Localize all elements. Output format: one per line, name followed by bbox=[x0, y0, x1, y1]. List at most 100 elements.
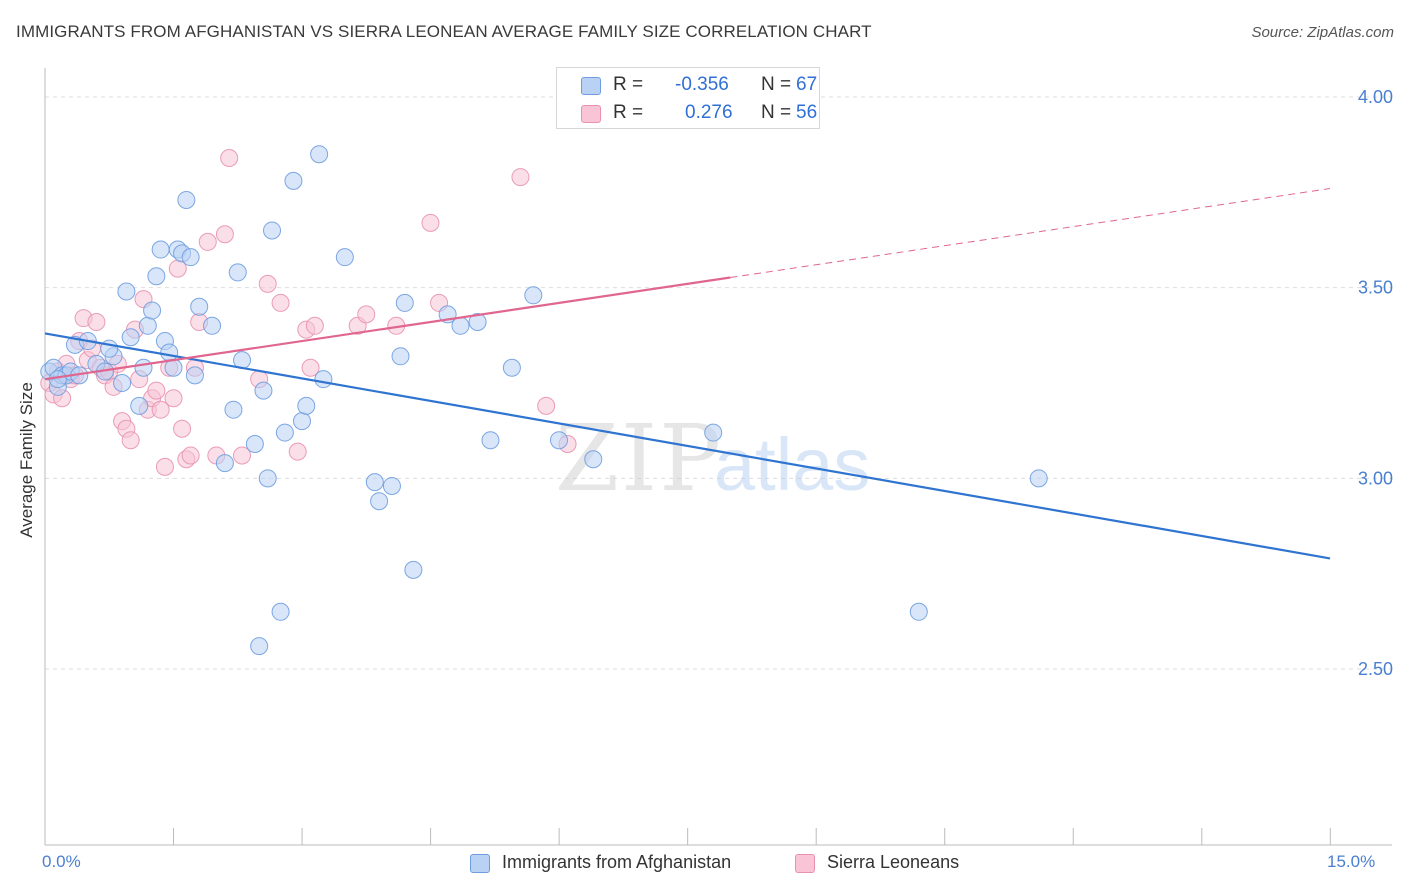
data-point bbox=[151, 400, 170, 419]
data-point bbox=[511, 168, 530, 187]
data-point bbox=[250, 637, 269, 656]
y-tick-label: 3.00 bbox=[1358, 468, 1393, 488]
data-point bbox=[909, 602, 928, 621]
legend-swatch-pink bbox=[795, 854, 815, 873]
watermark-zip: ZIP bbox=[555, 405, 723, 512]
x-tick-label-max: 15.0% bbox=[1327, 852, 1376, 871]
data-point bbox=[382, 476, 401, 495]
data-point bbox=[537, 396, 556, 415]
data-point bbox=[143, 301, 162, 320]
y-tick-label: 4.00 bbox=[1358, 87, 1393, 107]
data-point bbox=[314, 370, 333, 389]
data-point bbox=[147, 267, 166, 286]
data-point bbox=[155, 457, 174, 476]
legend-swatch-blue bbox=[581, 77, 601, 95]
data-point bbox=[284, 171, 303, 190]
grid-lines bbox=[45, 96, 1392, 670]
legend-r-label: R = bbox=[613, 74, 644, 95]
data-point bbox=[134, 358, 153, 377]
data-point bbox=[550, 431, 568, 450]
x-tick-label-min: 0.0% bbox=[42, 852, 81, 871]
axes bbox=[44, 68, 1392, 846]
data-point bbox=[228, 263, 247, 282]
afghanistan-trend-line bbox=[44, 332, 1331, 560]
data-point bbox=[224, 400, 243, 419]
source-credit: Source: ZipAtlas.com bbox=[1251, 24, 1394, 41]
data-point bbox=[365, 473, 384, 492]
sierra-leoneans-trend-extension bbox=[730, 188, 1331, 278]
data-point bbox=[147, 381, 166, 400]
data-point bbox=[370, 492, 389, 511]
data-point bbox=[293, 412, 311, 431]
data-point bbox=[113, 374, 132, 392]
watermark: ZIP atlas bbox=[555, 405, 870, 512]
data-point bbox=[297, 396, 316, 415]
data-point bbox=[1029, 469, 1048, 488]
data-point bbox=[301, 358, 320, 377]
data-point bbox=[258, 274, 277, 293]
data-point bbox=[468, 312, 487, 331]
data-point bbox=[305, 316, 324, 335]
legend-item-label: Immigrants from Afghanistan bbox=[502, 852, 732, 872]
legend-swatch-pink bbox=[581, 105, 601, 123]
y-tick-label: 3.50 bbox=[1358, 278, 1393, 298]
data-point bbox=[181, 248, 200, 267]
data-point bbox=[151, 240, 170, 259]
legend-n-label: N = bbox=[761, 74, 792, 95]
data-point bbox=[254, 381, 273, 400]
data-point bbox=[87, 312, 106, 331]
data-point bbox=[121, 328, 140, 347]
data-point bbox=[288, 442, 307, 461]
sierra-leoneans-trend-line bbox=[44, 276, 731, 381]
data-point bbox=[524, 286, 543, 305]
data-point bbox=[584, 450, 603, 469]
data-point bbox=[271, 293, 290, 312]
data-point bbox=[190, 297, 209, 316]
data-point bbox=[130, 396, 149, 415]
data-point bbox=[181, 446, 200, 465]
chart-title: IMMIGRANTS FROM AFGHANISTAN VS SIERRA LE… bbox=[16, 22, 872, 41]
data-point bbox=[215, 225, 234, 244]
data-point bbox=[160, 343, 179, 362]
legend-item-label: Sierra Leoneans bbox=[827, 852, 960, 872]
data-point bbox=[203, 316, 222, 335]
data-point bbox=[481, 431, 500, 450]
legend-n-value: 56 bbox=[796, 102, 818, 123]
data-point bbox=[245, 435, 264, 454]
legend-n-value: 67 bbox=[796, 74, 818, 95]
data-point bbox=[198, 232, 217, 251]
data-point bbox=[391, 347, 410, 366]
data-point bbox=[220, 149, 239, 168]
data-point bbox=[310, 145, 329, 164]
data-point bbox=[164, 389, 183, 408]
legend-n-label: N = bbox=[761, 102, 792, 123]
data-point bbox=[215, 454, 234, 473]
data-point bbox=[335, 248, 354, 267]
legend-r-value: 0.276 bbox=[685, 102, 733, 123]
data-point bbox=[357, 305, 376, 324]
trend-lines bbox=[44, 188, 1331, 560]
data-point bbox=[173, 419, 192, 438]
legend-swatch-blue bbox=[470, 854, 490, 873]
data-point bbox=[451, 316, 470, 335]
data-point bbox=[395, 293, 414, 312]
data-point bbox=[138, 316, 157, 335]
data-point bbox=[502, 358, 521, 377]
y-tick-labels: 2.50 3.00 3.50 4.00 bbox=[1358, 87, 1393, 679]
data-point bbox=[275, 423, 294, 442]
data-point bbox=[421, 213, 440, 232]
data-point bbox=[271, 602, 290, 621]
data-point bbox=[263, 221, 282, 240]
data-point bbox=[117, 282, 136, 301]
data-point bbox=[185, 366, 204, 385]
legend-r-value: -0.356 bbox=[675, 74, 729, 95]
y-tick-label: 2.50 bbox=[1358, 659, 1393, 679]
data-point bbox=[704, 423, 723, 442]
data-point bbox=[121, 431, 140, 450]
data-point bbox=[404, 560, 423, 579]
legend-r-label: R = bbox=[613, 102, 644, 123]
data-point bbox=[177, 190, 196, 209]
data-point bbox=[233, 446, 252, 465]
stats-legend: R = -0.356 N = 67 R = 0.276 N = 56 bbox=[556, 67, 820, 129]
